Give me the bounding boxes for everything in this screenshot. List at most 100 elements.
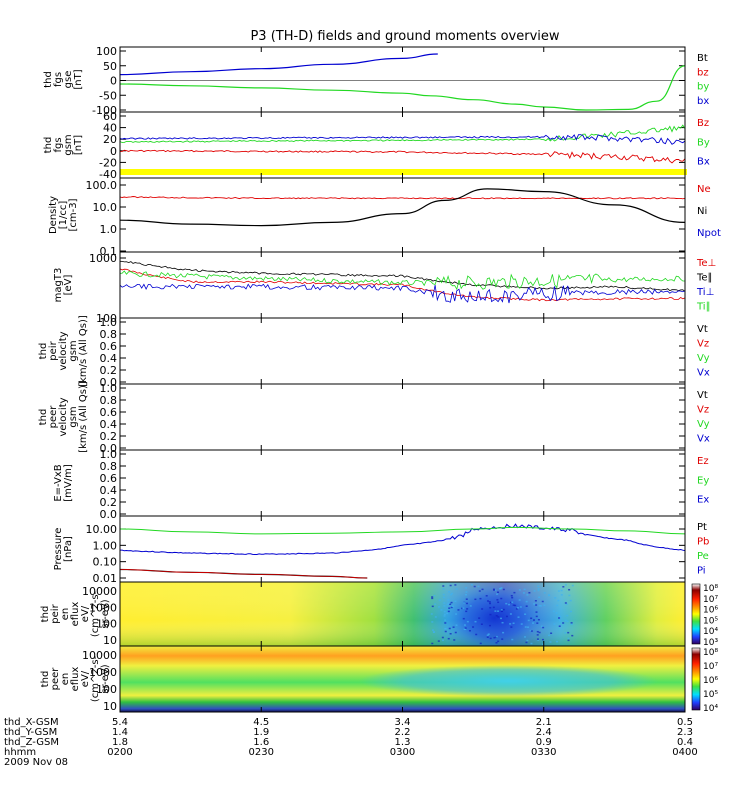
spectrogram-speckle	[564, 584, 567, 586]
spectrogram-speckle	[433, 594, 436, 597]
spectrogram-speckle	[442, 588, 445, 590]
y-tick-label: 60	[103, 110, 117, 123]
spectrogram-speckle	[500, 617, 503, 620]
spectrogram-speckle	[537, 639, 540, 641]
spectrogram-speckle	[535, 611, 538, 613]
legend-item: Ez	[697, 456, 709, 467]
spectrogram-speckle	[524, 613, 527, 615]
spectrogram-speckle	[570, 623, 573, 626]
legend-item: Bt	[697, 53, 708, 64]
panel-ylabel: [nPa]	[63, 536, 74, 562]
spectrogram-speckle	[523, 588, 526, 591]
series-Pi	[120, 523, 686, 555]
spectrogram-speckle	[474, 620, 477, 623]
panel-ylabel: peir	[48, 340, 59, 360]
legend-item: Vz	[697, 405, 709, 416]
spectrogram-speckle	[441, 639, 444, 642]
panel-ylabel: [nT]	[73, 69, 84, 89]
spectrogram-speckle	[461, 607, 464, 610]
spectrogram-speckle	[454, 600, 457, 603]
xaxis-value: 2.3	[677, 727, 693, 738]
legend-item: Vy	[697, 419, 710, 430]
spectrogram-speckle	[488, 624, 491, 627]
panel-ylabel: gse	[63, 71, 74, 89]
y-tick-label: 100	[96, 618, 117, 631]
spectrogram-speckle	[505, 615, 508, 618]
spectrogram-speckle	[450, 606, 453, 609]
spectrogram-speckle	[501, 638, 504, 640]
spectrogram-speckle	[543, 592, 546, 594]
y-tick-label: 100	[96, 312, 117, 325]
spectrogram-speckle	[451, 592, 454, 595]
spectrogram-speckle	[562, 622, 565, 624]
series-bx	[119, 53, 438, 76]
spectrogram-speckle	[556, 640, 559, 643]
panel-peer-velocity: thd peer velocity gsm [km/s (All Qs)] 1.00.80…	[38, 381, 710, 455]
y-tick-label: 0.6	[100, 340, 118, 353]
spectrogram-speckle	[455, 624, 458, 626]
panel-ylabel: sr-eV)	[100, 664, 111, 693]
spectrogram-speckle	[437, 640, 440, 642]
spectrogram-speckle	[478, 590, 481, 592]
panel-ylabel: gsm	[63, 134, 74, 155]
xaxis-date: 2009 Nov 08	[4, 757, 68, 768]
spectrogram-speckle	[533, 590, 536, 592]
panel-ylabel: Density	[48, 196, 59, 234]
spectrogram-speckle	[538, 631, 541, 634]
spectrogram-speckle	[533, 603, 536, 605]
spectrogram-speckle	[494, 589, 497, 591]
spectrogram-speckle	[557, 590, 560, 592]
legend-item: bx	[697, 96, 709, 107]
spectrogram-speckle	[434, 616, 437, 618]
spectrogram-speckle	[520, 623, 523, 625]
y-tick-label: -20	[99, 156, 117, 169]
spectrogram-speckle	[528, 592, 531, 594]
panel-ylabel: [1/cc]	[58, 201, 69, 230]
spectrogram-speckle	[508, 603, 511, 606]
spectrogram-speckle	[479, 597, 482, 600]
y-tick-label: 0.2	[100, 430, 118, 443]
panel-ylabel: en	[60, 608, 71, 621]
spectrogram-speckle	[477, 585, 480, 588]
spectrogram-speckle	[473, 585, 476, 588]
spectrogram-speckle	[538, 596, 541, 599]
spectrogram-speckle	[465, 610, 468, 613]
spectrogram-speckle	[454, 584, 457, 586]
panel-ylabel: (cm^2-s-	[90, 590, 101, 637]
y-tick-label: 10.00	[86, 523, 118, 536]
xaxis-value: 0300	[390, 747, 415, 758]
panel-ylabel: gsm	[68, 340, 79, 361]
spectrogram-speckle	[462, 607, 465, 609]
spectrogram-speckle	[465, 598, 468, 600]
spectrogram-speckle	[505, 602, 508, 605]
panel-ylabel: thd	[38, 343, 49, 360]
xaxis-value: 1.9	[253, 727, 269, 738]
panel-frame	[119, 46, 686, 113]
spectrogram-speckle	[469, 605, 472, 607]
spectrogram-speckle	[432, 631, 435, 633]
panel-ylabel: sr-eV)	[100, 599, 111, 628]
y-tick-label: 0.2	[100, 364, 118, 377]
x-axis-labels: thd_X-GSM 5.4 4.5 3.4 2.1 0.5 thd_Y-GSM 1.4 1.9 2…	[4, 717, 698, 768]
spectrogram-speckle	[541, 600, 544, 603]
legend-item: By	[697, 137, 710, 148]
spectrogram-speckle	[481, 608, 484, 610]
spectrogram-speckle	[536, 622, 539, 624]
panel-efield: E=-VxB [mV/m] 1.00.80.60.40.20.0 Ez Ey Ex	[53, 448, 709, 521]
legend-item: Npot	[697, 228, 721, 239]
spectrogram-speckle	[447, 637, 450, 640]
y-tick-label: 0.4	[100, 484, 118, 497]
spectrogram-speckle	[478, 617, 481, 619]
panel-ylabel: eV/	[80, 670, 91, 687]
y-tick-label: 0.1	[100, 245, 118, 258]
series-Te⊥	[119, 268, 686, 302]
spectrogram-speckle	[468, 629, 471, 632]
series-Pe	[119, 526, 686, 535]
y-tick-label: -100	[92, 104, 117, 117]
spectrogram-speckle	[481, 588, 484, 591]
spectrogram-speckle	[431, 642, 434, 645]
spectrogram-speckle	[526, 639, 529, 642]
quality-bar	[120, 169, 687, 175]
spectrogram-speckle	[511, 638, 514, 641]
